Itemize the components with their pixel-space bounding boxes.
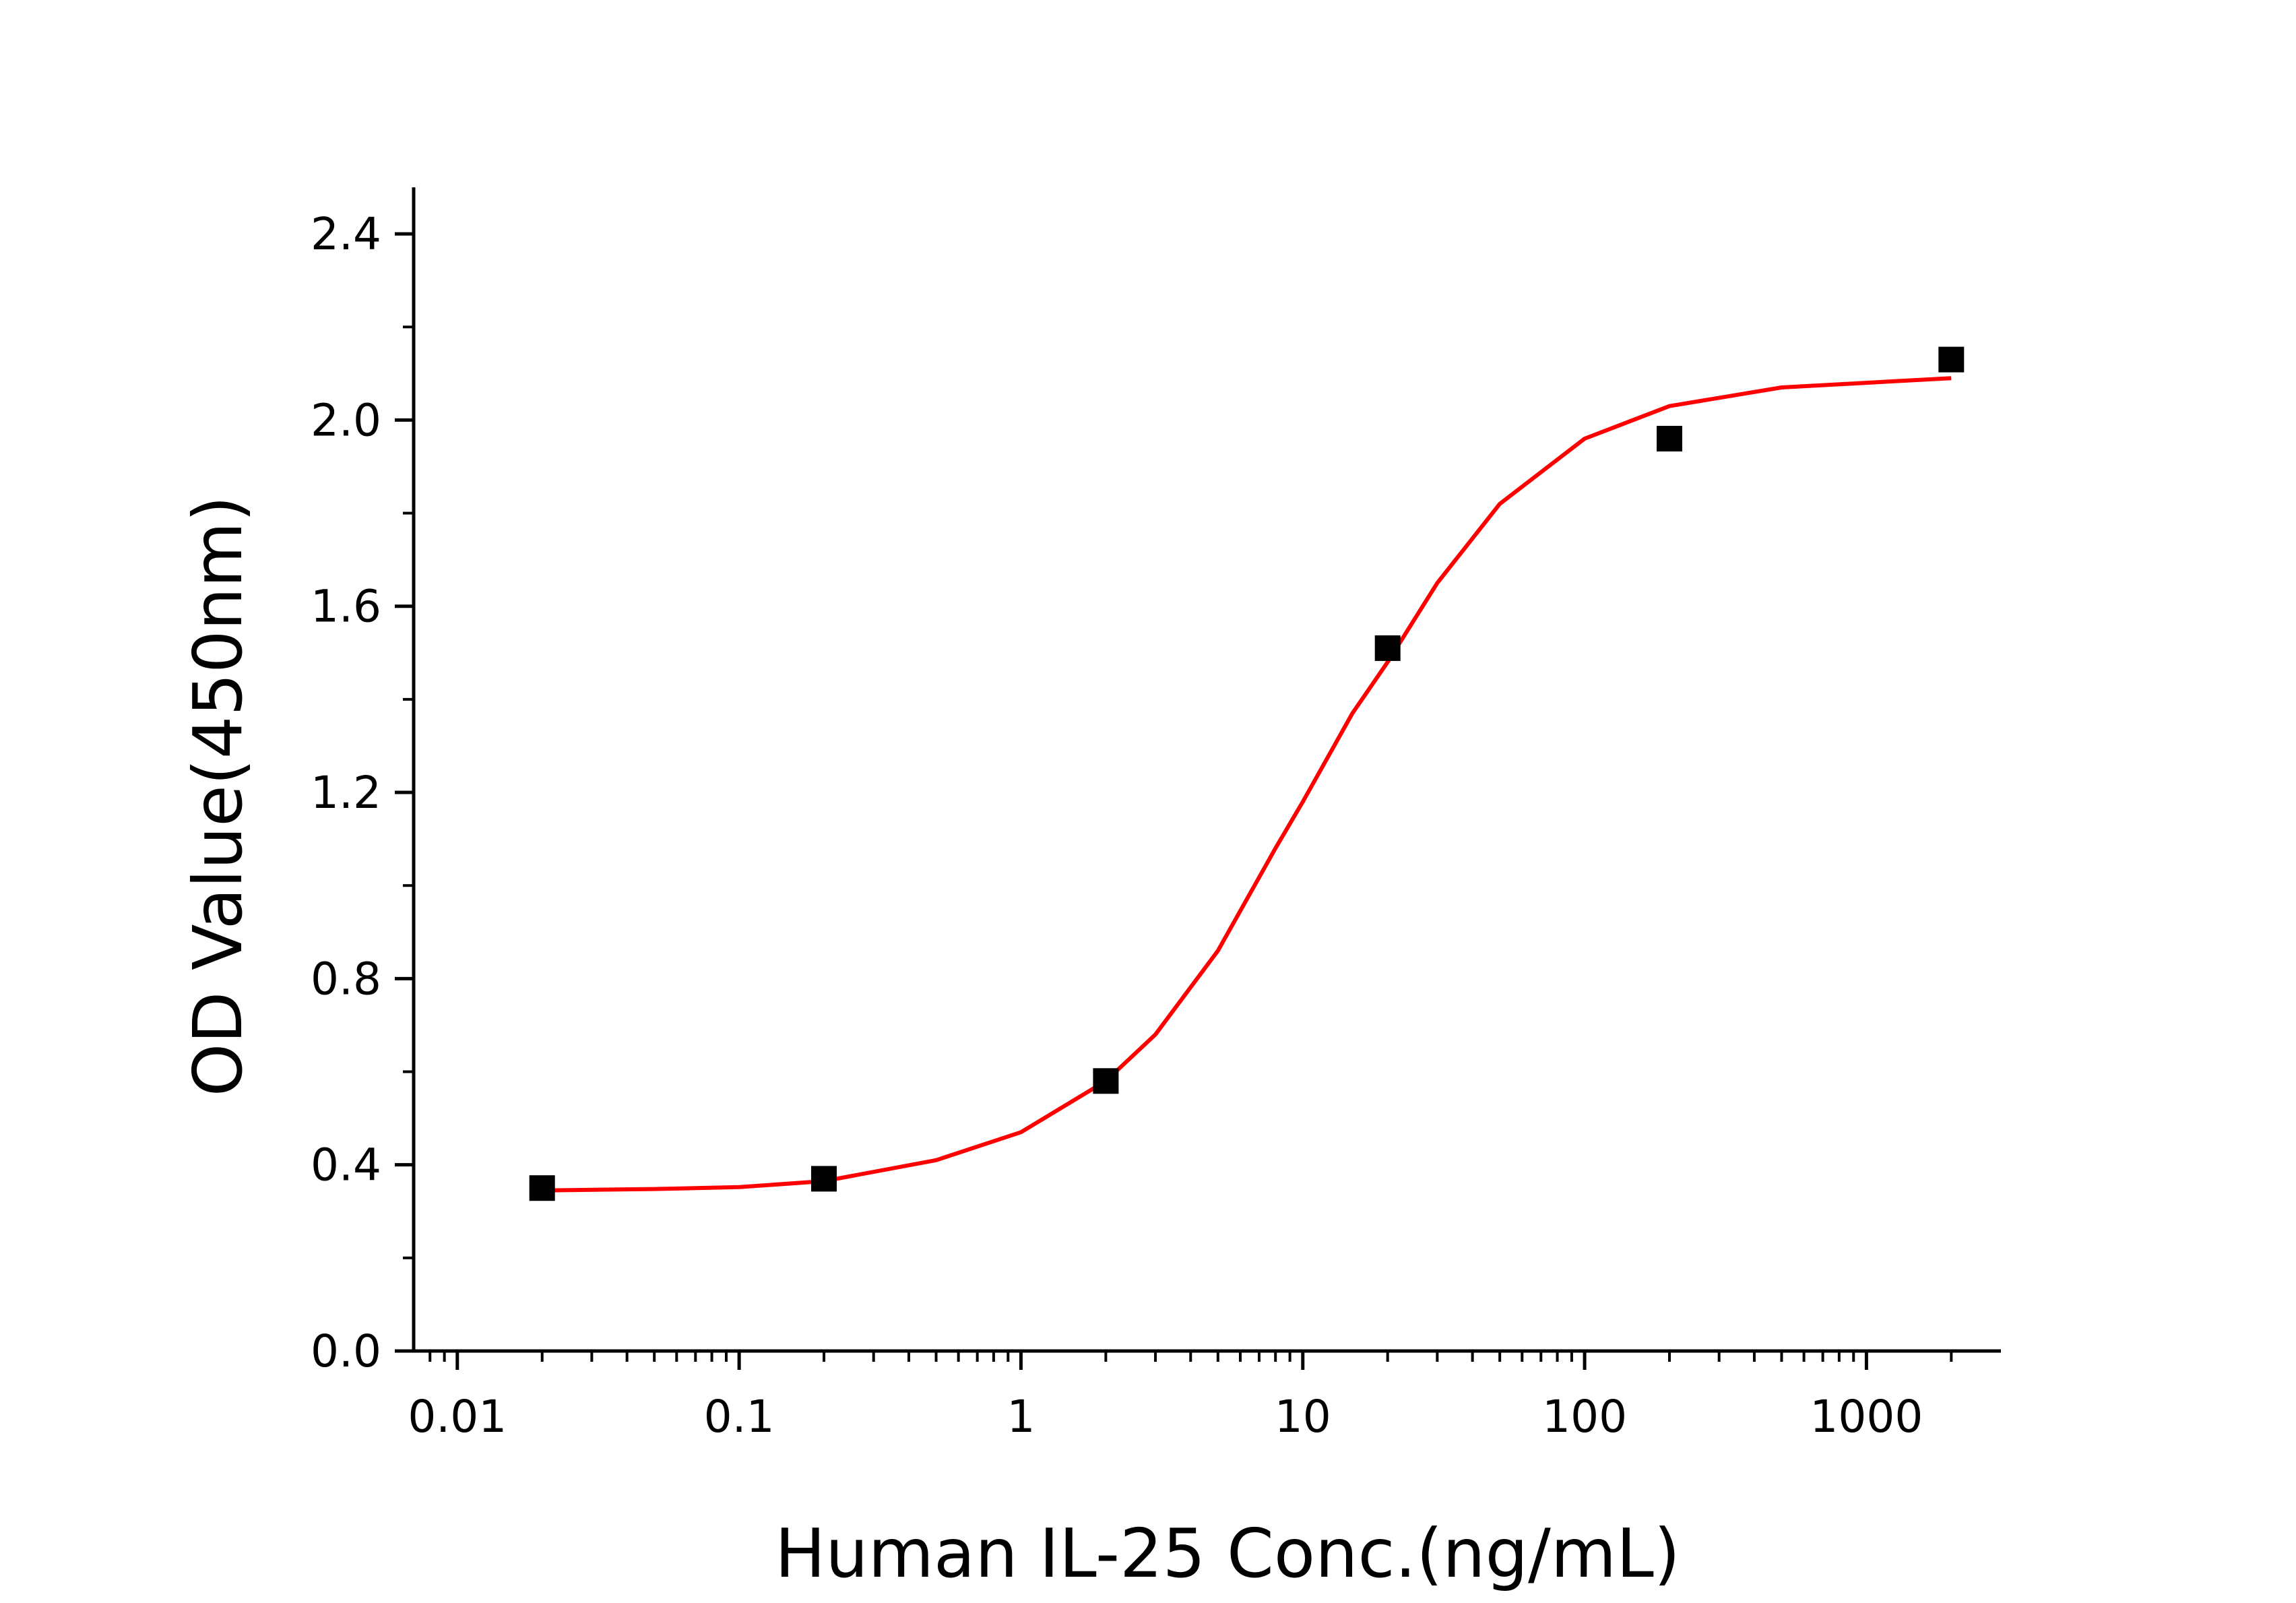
x-tick-label: 10 <box>1275 1391 1331 1443</box>
axes <box>395 187 2001 1370</box>
y-tick-label: 1.6 <box>311 581 381 633</box>
x-tick-label: 0.1 <box>704 1391 775 1443</box>
data-point <box>1938 346 1965 373</box>
x-tick-label: 0.01 <box>408 1391 507 1443</box>
data-point <box>529 1175 555 1201</box>
x-tick-label: 1 <box>1007 1391 1035 1443</box>
x-tick-label: 1000 <box>1810 1391 1923 1443</box>
tick-labels-layer: 0.0 0.4 0.8 1.2 1.6 2.0 2.4 0.01 0.1 1 10 100 1000 <box>311 208 1923 1443</box>
y-tick-label: 1.2 <box>311 767 381 819</box>
y-tick-label: 0.4 <box>311 1139 381 1191</box>
fit-curve-layer <box>542 376 1952 1193</box>
data-point <box>811 1166 837 1192</box>
data-point <box>1374 635 1401 661</box>
data-point <box>1093 1068 1119 1094</box>
x-axis-title: Human IL-25 Conc.(ng/mL) <box>775 1514 1680 1593</box>
y-axis-title: OD Value(450nm) <box>179 496 257 1097</box>
x-tick-label: 100 <box>1542 1391 1627 1443</box>
y-tick-label: 2.4 <box>311 208 381 260</box>
y-tick-label: 0.0 <box>311 1325 381 1377</box>
y-tick-label: 0.8 <box>311 953 381 1005</box>
data-points-layer <box>529 346 1965 1201</box>
fit-curve <box>542 376 1952 1193</box>
data-point <box>1657 426 1682 451</box>
y-tick-label: 2.0 <box>311 394 381 446</box>
